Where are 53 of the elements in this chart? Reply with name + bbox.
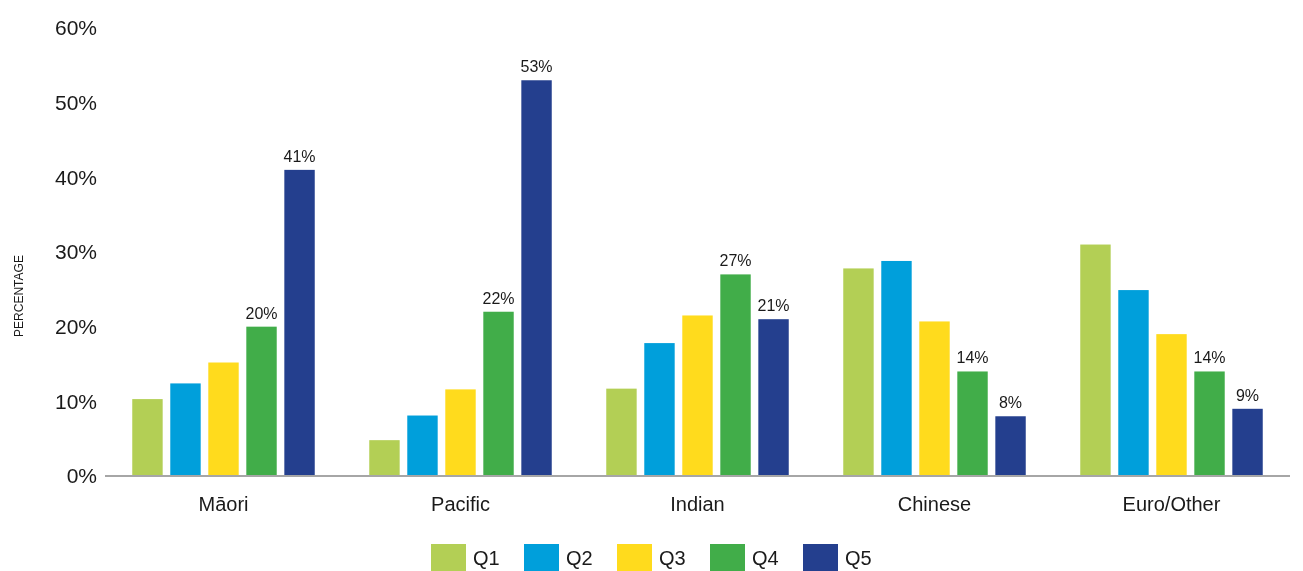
- legend-label: Q5: [845, 547, 872, 569]
- bar: [606, 388, 637, 476]
- bar: [407, 415, 438, 476]
- bar: [1080, 244, 1111, 476]
- bar: [919, 321, 950, 476]
- bar: [957, 371, 988, 476]
- bar: [284, 169, 315, 476]
- data-label: 20%: [245, 304, 278, 322]
- legend-label: Q2: [566, 547, 593, 569]
- data-label: 8%: [998, 394, 1023, 412]
- bar: [170, 383, 201, 476]
- data-label: 14%: [1193, 349, 1226, 367]
- y-tick-label: 30%: [54, 240, 97, 264]
- y-tick-label: 10%: [54, 389, 97, 413]
- data-label: 22%: [482, 289, 515, 307]
- legend-label: Q4: [752, 547, 779, 569]
- x-tick-label: Pacific: [431, 493, 490, 515]
- bar: [483, 311, 514, 476]
- bar: [1194, 371, 1225, 476]
- x-tick-label: Euro/Other: [1122, 493, 1221, 515]
- x-tick-label: Indian: [670, 493, 725, 515]
- x-tick-label: Chinese: [897, 493, 972, 515]
- data-label: 53%: [520, 58, 553, 76]
- legend-label: Q1: [473, 547, 500, 569]
- data-label: 41%: [283, 147, 316, 165]
- bar: [1156, 334, 1187, 476]
- bar: [1118, 290, 1149, 476]
- bar: [995, 416, 1026, 476]
- x-tick-label: Māori: [198, 493, 249, 515]
- bar: [682, 315, 713, 476]
- legend-label: Q3: [659, 547, 686, 569]
- bar: [843, 268, 874, 476]
- data-label: 21%: [757, 297, 790, 315]
- bar: [445, 389, 476, 476]
- data-label: 9%: [1235, 386, 1260, 404]
- data-label: 27%: [719, 252, 752, 270]
- y-axis-title: PERCENTAGE: [12, 255, 26, 337]
- bar: [521, 80, 552, 476]
- data-label: 14%: [956, 349, 989, 367]
- y-tick-label: 50%: [54, 91, 97, 115]
- y-tick-label: 40%: [54, 165, 97, 189]
- bar: [758, 319, 789, 476]
- bar: [1232, 408, 1263, 476]
- bar: [246, 326, 277, 476]
- y-tick-label: 20%: [54, 315, 97, 339]
- bar: [720, 274, 751, 476]
- y-tick-label: 60%: [54, 16, 97, 40]
- y-tick-label: 0%: [66, 464, 97, 488]
- bar: [369, 440, 400, 476]
- bar: [881, 260, 912, 476]
- bar: [132, 399, 163, 476]
- bar: [644, 343, 675, 476]
- bar: [208, 362, 239, 476]
